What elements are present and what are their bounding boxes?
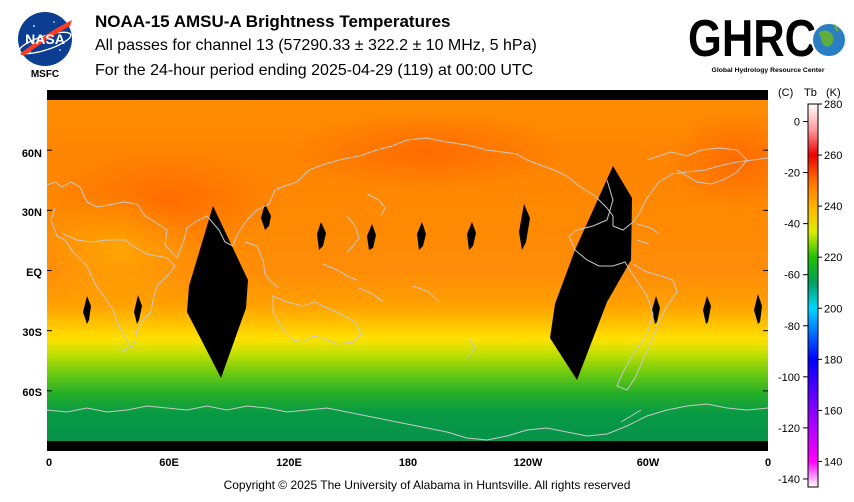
lat-label-30s: 30S xyxy=(22,327,42,339)
nasa-logo-text: NASA xyxy=(25,31,65,47)
msfc-text: MSFC xyxy=(31,69,59,80)
colorbar-celsius-label: -100 xyxy=(778,372,800,384)
colorbar-kelvin-label: 220 xyxy=(824,252,842,264)
lon-label-0: 0 xyxy=(45,457,53,469)
colorbar-tb-header: Tb xyxy=(804,87,817,99)
coastlines xyxy=(47,137,768,441)
map-axis-ticks xyxy=(47,149,768,451)
colorbar-celsius-label: -60 xyxy=(784,270,800,282)
lat-label-30n: 30N xyxy=(21,207,42,219)
colorbar-kelvin-label: 280 xyxy=(824,99,842,111)
colorbar-kelvin-label: 180 xyxy=(824,354,842,366)
colorbar-celsius-header: (C) xyxy=(778,87,794,99)
data-gap xyxy=(550,166,632,380)
period-subtitle: For the 24-hour period ending 2025-04-29… xyxy=(95,62,534,79)
channel-subtitle: All passes for channel 13 (57290.33 ± 32… xyxy=(95,37,537,54)
copyright-notice: Copyright © 2025 The University of Alaba… xyxy=(223,478,631,492)
colorbar-kelvin-label: 260 xyxy=(824,150,842,162)
colorbar-celsius-label: -20 xyxy=(784,168,800,180)
lat-label-60n: 60N xyxy=(21,148,42,160)
ghrc-logo: GHRC Global Hydrology Resource Center xyxy=(688,10,847,74)
colorbar-kelvin-label: 160 xyxy=(824,405,842,417)
temperature-colorbar: 280 260 240 220 200 180 160 140 0 -20 -40 -60 -80 -10… xyxy=(778,99,842,488)
brightness-temperature-map xyxy=(47,90,768,451)
colorbar-kelvin-label: 140 xyxy=(824,456,842,468)
chart-title: NOAA-15 AMSU-A Brightness Temperatures xyxy=(95,12,451,31)
colorbar-kelvin-label: 240 xyxy=(824,201,842,213)
lon-label-180: 180 xyxy=(398,457,418,469)
colorbar-celsius-label: -80 xyxy=(784,321,800,333)
lat-label-eq: EQ xyxy=(26,267,42,279)
lon-label-120e: 120E xyxy=(276,457,302,469)
lon-label-60w: 60W xyxy=(636,457,660,469)
lat-label-60s: 60S xyxy=(22,387,42,399)
ghrc-logo-text: GHRC xyxy=(688,10,816,68)
lon-label-120w: 120W xyxy=(513,457,543,469)
colorbar-celsius-label: 0 xyxy=(794,116,800,128)
colorbar-celsius-label: -120 xyxy=(778,423,800,435)
colorbar-celsius-label: -40 xyxy=(784,219,800,231)
data-gap xyxy=(187,206,248,378)
ghrc-subtitle: Global Hydrology Resource Center xyxy=(712,67,825,74)
lon-label-60e: 60E xyxy=(159,457,179,469)
nasa-logo: NASA MSFC xyxy=(18,12,72,80)
colorbar-celsius-label: -140 xyxy=(778,474,800,486)
colorbar-kelvin-label: 200 xyxy=(824,303,842,315)
colorbar-kelvin-header: (K) xyxy=(826,87,841,99)
lon-label-0-east: 0 xyxy=(764,457,772,469)
